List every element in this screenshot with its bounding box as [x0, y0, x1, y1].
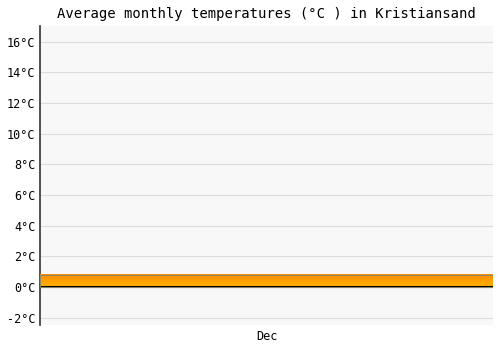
- Bar: [40, 275, 493, 287]
- Title: Average monthly temperatures (°C ) in Kristiansand: Average monthly temperatures (°C ) in Kr…: [58, 7, 476, 21]
